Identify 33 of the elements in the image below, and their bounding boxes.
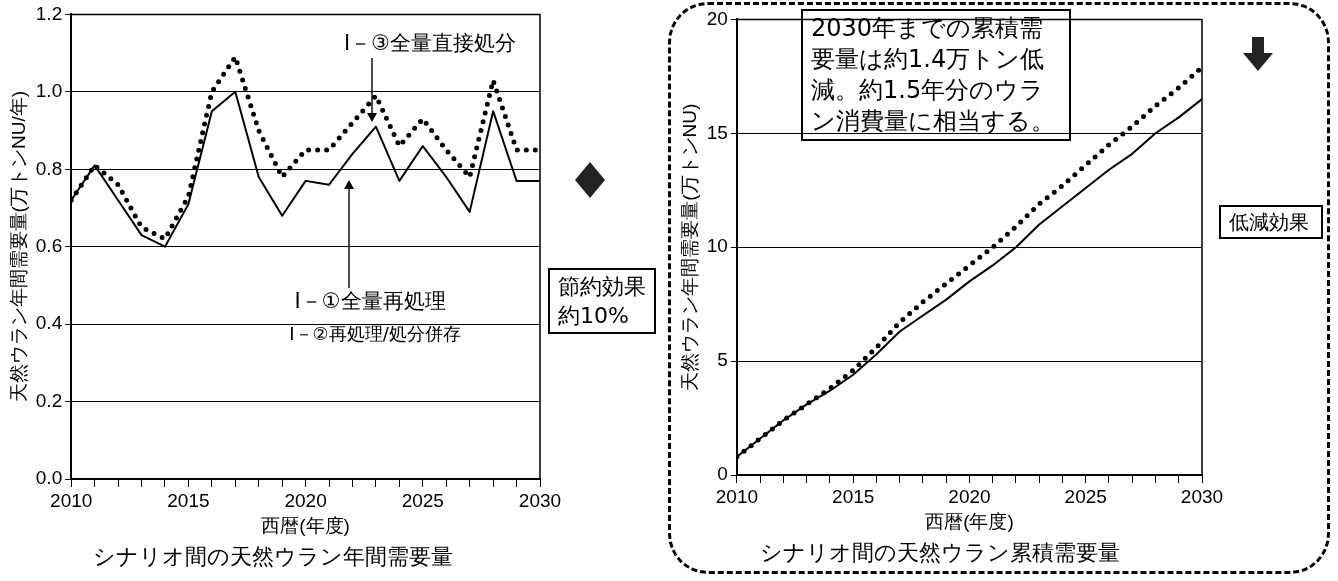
y-axis-title: 天然ウラン年間需要量(万トンNU/年) [7,91,29,403]
y-tick-label: 20 [706,7,728,29]
x-tick-label: 2025 [1064,485,1107,507]
y-tick-label: 0.4 [35,312,63,334]
y-tick-label: 1.0 [35,80,63,102]
y-tick-label: 10 [706,235,728,257]
text: 節約効果約10% [548,268,656,334]
y-tick-label: 0.6 [35,234,63,256]
text: シナリオ間の天然ウラン累積需要量 [759,539,1120,565]
x-tick-label: 2030 [518,489,562,511]
text: 低減効果 [1219,205,1323,239]
x-tick-label: 2010 [715,485,759,507]
x-tick-label: 2030 [1180,485,1224,507]
annotation: I－②再処理/処分併存 [288,322,462,345]
annotation: I－①全量再処理 [293,288,447,315]
annotation: I－③全量直接処分 [343,30,517,57]
x-tick-label: 2015 [832,485,875,507]
x-axis-title: 西暦(年度) [925,511,1014,533]
y-tick-label: 0.8 [35,157,63,179]
x-tick-label: 2015 [167,489,210,511]
text: シナリオ間の天然ウラン年間需要量 [93,543,453,569]
y-tick-label: 0.2 [35,389,63,411]
x-tick-label: 2025 [401,489,444,511]
x-tick-label: 2010 [50,489,93,511]
x-axis-title: 西暦(年度) [261,515,350,537]
y-tick-label: 15 [706,121,728,143]
y-tick-label: 5 [717,349,728,371]
x-tick-label: 2020 [948,485,991,507]
y-tick-label: 0 [717,463,728,485]
y-tick-label: 0.0 [35,467,63,489]
x-tick-label: 2020 [284,489,327,511]
y-tick-label: 1.2 [35,2,63,24]
y-axis-title: 天然ウラン年間需要量(万トンNU) [678,103,700,391]
